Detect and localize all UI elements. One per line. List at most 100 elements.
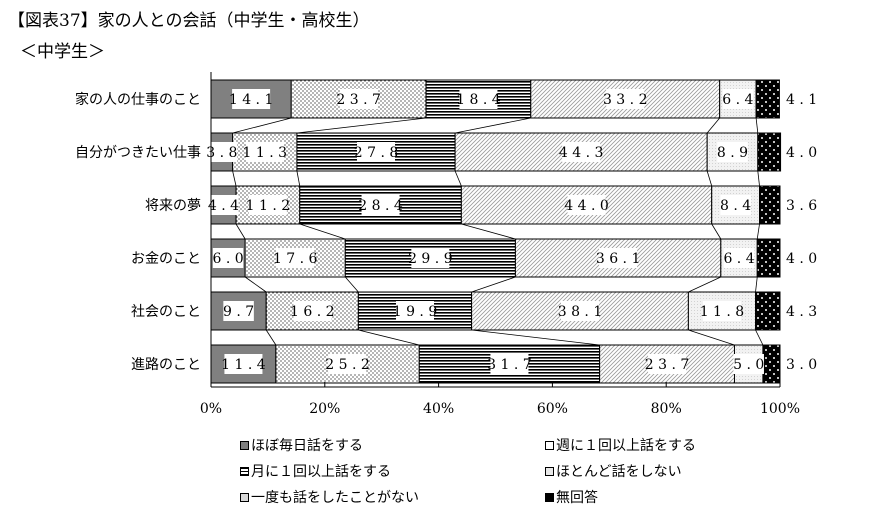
value-label-box — [395, 301, 434, 321]
value-label-box — [560, 301, 599, 321]
value-label-box — [339, 89, 378, 109]
value-label-box — [648, 354, 687, 374]
value-label-box — [702, 301, 741, 321]
connector-line — [358, 329, 420, 346]
value-label: 2 8 . 4 — [358, 198, 403, 214]
legend-label: 一度も話をしたことがない — [251, 490, 419, 506]
value-labels-layer: 1 4 . 1 2 3 . 7 1 8 . 4 3 3 . 2 6 . 4 4 . 1 3 … — [206, 89, 817, 374]
legend-swatch-icon — [545, 466, 554, 476]
connector-line — [755, 276, 758, 293]
connector-line — [688, 329, 735, 346]
bar-segment — [706, 132, 759, 172]
category-label: 家の人の仕事のこと — [75, 91, 201, 108]
legend-item: 一度も話をしたことがない — [240, 487, 419, 507]
value-label: 4 . 0 — [786, 251, 817, 267]
value-label-box — [232, 89, 271, 109]
x-tick-label: 100% — [760, 401, 800, 417]
value-label: 8 . 4 — [720, 198, 751, 214]
connector-line — [296, 170, 301, 187]
value-label: 3 3 . 2 — [603, 92, 648, 108]
value-label: 4 4 . 3 — [559, 145, 604, 161]
value-label: 1 1 . 3 — [243, 145, 288, 161]
x-axis: 0% 20% 40% 60% 80% 100% — [200, 72, 800, 417]
value-label: 1 7 . 6 — [273, 251, 318, 267]
value-label: 3 6 . 1 — [596, 251, 641, 267]
bars-layer — [210, 79, 782, 384]
bar-segment — [759, 185, 781, 225]
value-label-box — [722, 89, 754, 109]
connector-line — [461, 223, 516, 240]
legend-label: 月に１回以上話をする — [251, 464, 391, 480]
connector-line — [296, 117, 427, 134]
legend-label: 週に１回以上話をする — [556, 438, 696, 454]
value-label-box — [411, 248, 450, 268]
connector-line — [235, 223, 246, 240]
connector-line — [232, 117, 292, 134]
value-label: 3 . 6 — [786, 198, 817, 214]
legend-label: ほとんど話をしない — [556, 464, 682, 480]
value-label-box — [720, 195, 751, 215]
value-label: 1 6 . 2 — [290, 304, 335, 320]
chart-title: 【図表37】家の人との会話（中学生・高校生） — [8, 11, 370, 31]
connector-line — [232, 170, 237, 187]
value-label: 4 . 1 — [786, 92, 817, 108]
legend-swatch-icon — [240, 466, 249, 476]
bar-segment — [757, 132, 782, 172]
value-label-box — [717, 142, 748, 162]
x-tick-label: 40% — [423, 401, 454, 417]
legend-swatch-icon — [545, 492, 554, 502]
legend-item: ほとんど話をしない — [545, 461, 682, 481]
legend-swatch-icon — [240, 492, 249, 502]
value-label-box — [248, 195, 287, 215]
category-label: 社会のこと — [131, 304, 201, 320]
connector-line — [711, 223, 722, 240]
value-label-box — [208, 195, 239, 215]
legend-swatch-icon — [545, 440, 554, 450]
value-label: 1 8 . 4 — [456, 92, 501, 108]
value-label: 4 . 3 — [786, 304, 817, 320]
value-label-box — [361, 195, 400, 215]
value-label: 1 9 . 9 — [393, 304, 438, 320]
value-label-box — [723, 248, 755, 268]
bar-segment — [756, 238, 781, 278]
category-label: 自分がつきたい仕事 — [75, 145, 201, 161]
value-label: 2 7 . 8 — [354, 145, 399, 161]
connector-line — [755, 329, 764, 346]
connector-line — [299, 223, 346, 240]
value-label: 6 . 0 — [212, 251, 243, 267]
connector-line — [471, 329, 600, 346]
category-label: 進路のこと — [131, 357, 201, 373]
value-label: 2 5 . 2 — [325, 357, 370, 373]
x-tick-label: 20% — [309, 401, 340, 417]
value-label-box — [490, 354, 529, 374]
value-label: 2 3 . 7 — [336, 92, 381, 108]
category-label: お金のこと — [131, 251, 201, 267]
value-label: 4 4 . 0 — [564, 198, 609, 214]
connector-line — [344, 276, 359, 293]
value-label-box — [224, 354, 263, 374]
value-label-box — [562, 142, 601, 162]
connector-line — [454, 170, 462, 187]
value-label: 3 . 0 — [786, 357, 817, 373]
value-label-box — [459, 89, 498, 109]
connector-line — [265, 329, 277, 346]
value-label: 2 9 . 9 — [408, 251, 453, 267]
value-label-box — [223, 301, 254, 321]
bar-segment — [755, 291, 781, 331]
bar-segment — [755, 79, 780, 119]
connector-line — [757, 170, 760, 187]
value-label: 1 4 . 1 — [229, 92, 274, 108]
connector-line — [755, 117, 759, 134]
bar-segment — [762, 344, 781, 384]
value-label-box — [328, 354, 367, 374]
connector-lines — [232, 117, 764, 346]
value-label-box — [212, 248, 244, 268]
value-label: 1 1 . 8 — [700, 304, 745, 320]
value-label: 5 . 0 — [733, 357, 764, 373]
legend-label: 無回答 — [556, 490, 598, 506]
x-tick-label: 0% — [200, 401, 222, 417]
value-label: 3 8 . 1 — [558, 304, 603, 320]
value-label-box — [567, 195, 606, 215]
connector-line — [244, 276, 267, 293]
